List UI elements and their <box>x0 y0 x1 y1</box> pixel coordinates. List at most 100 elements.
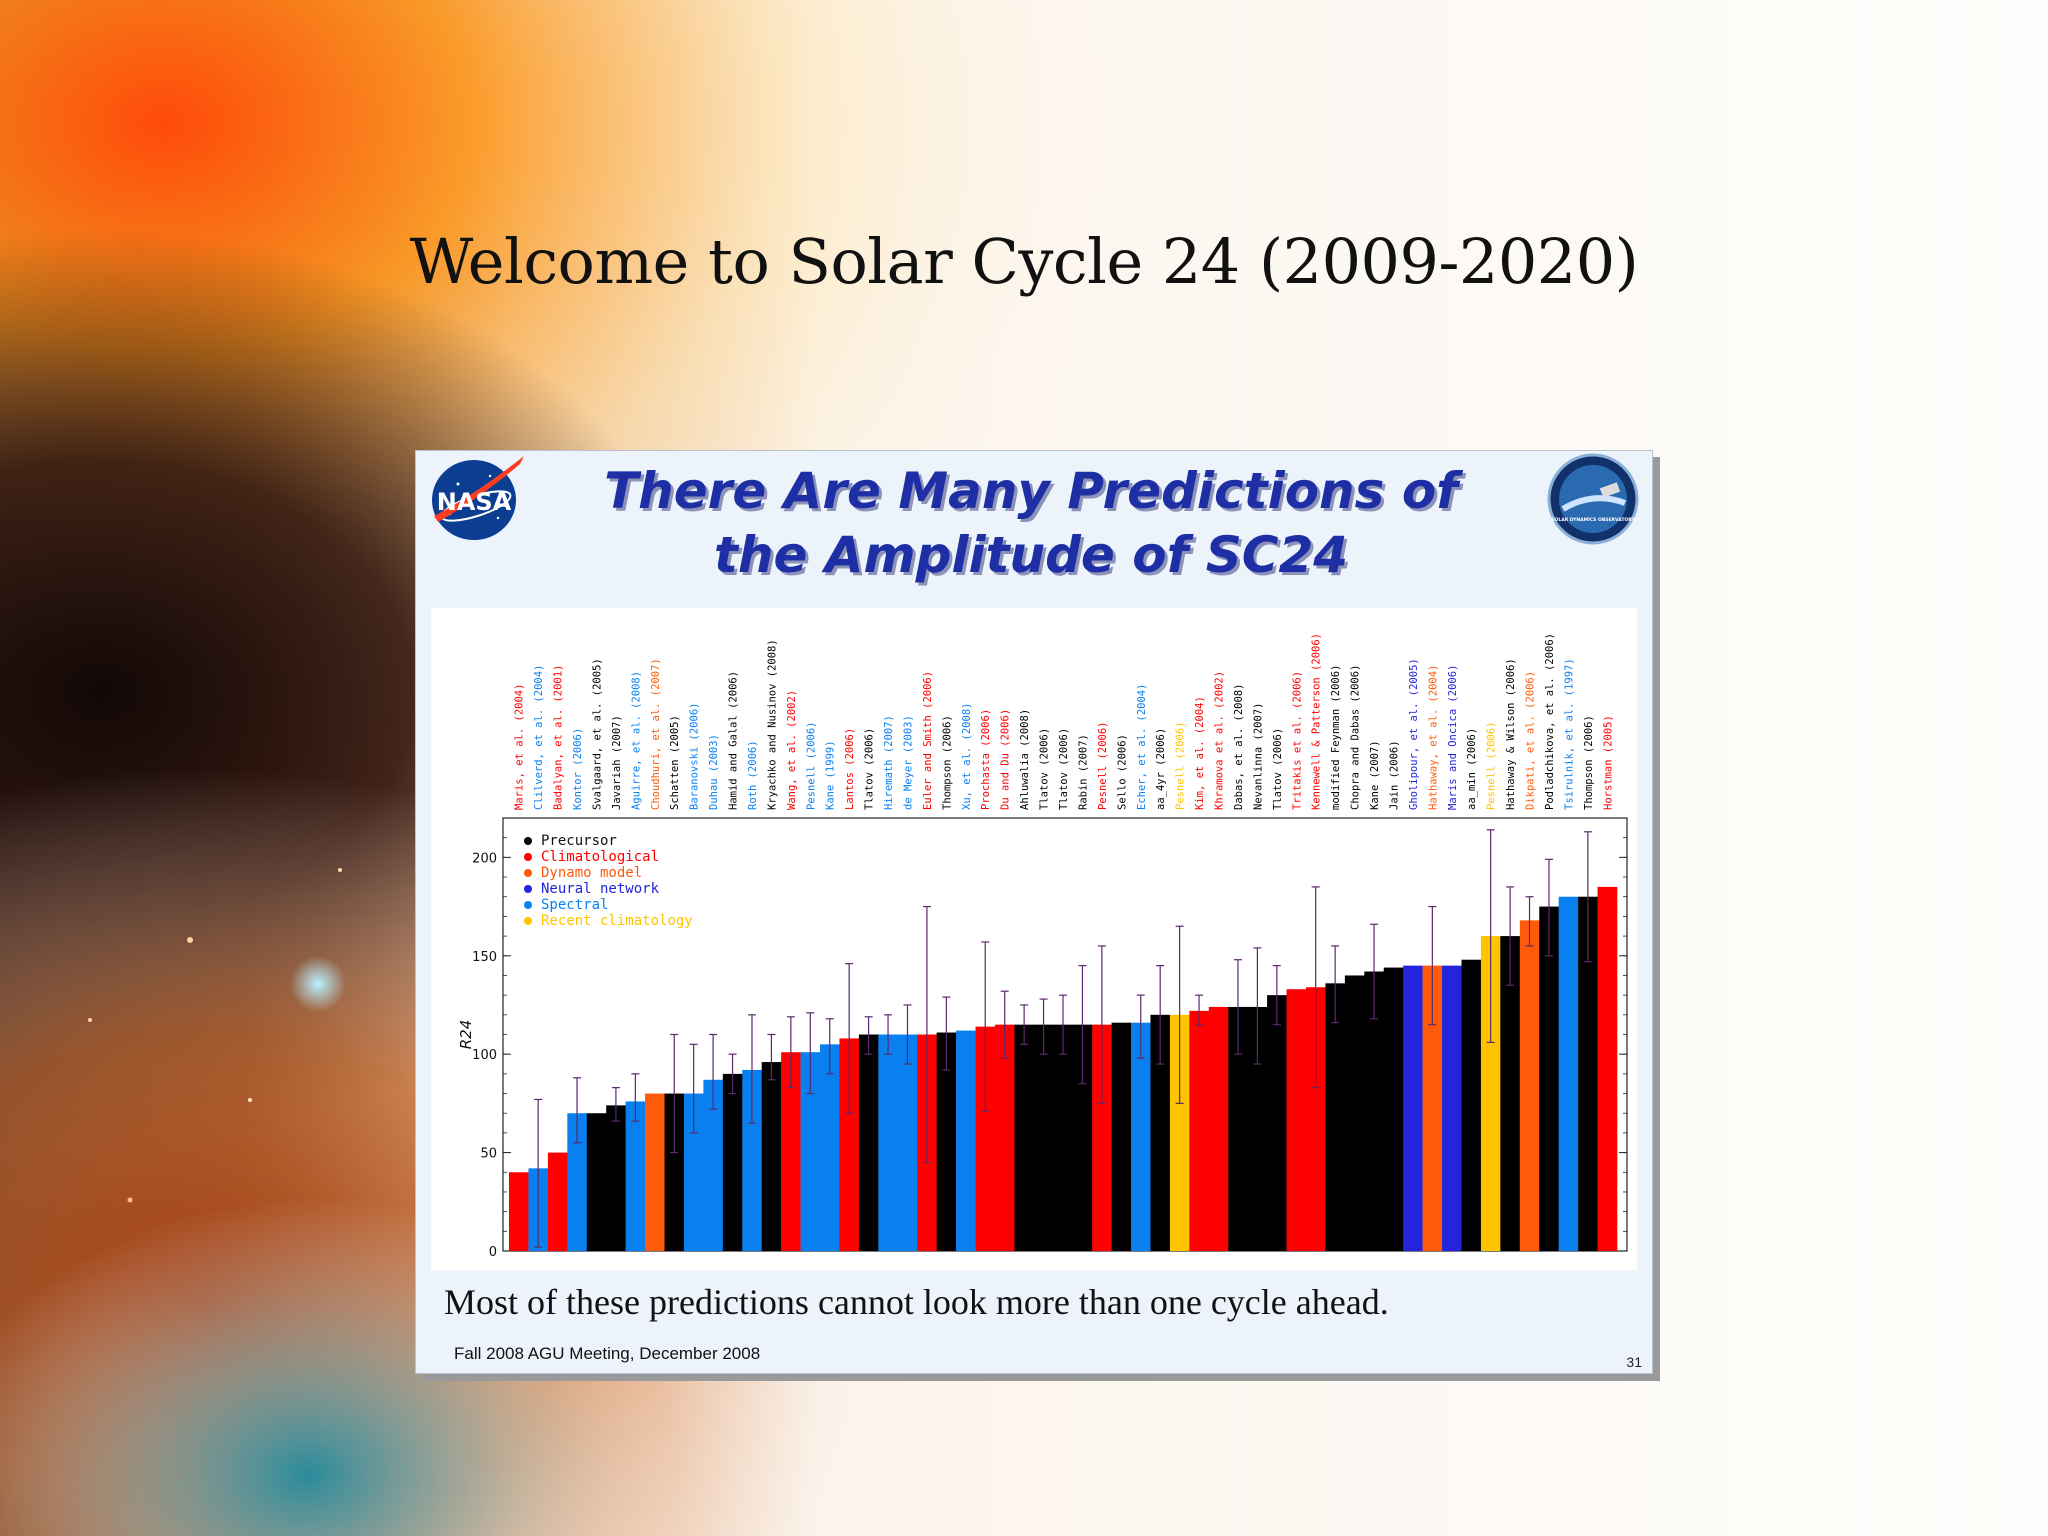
bar-label: Jain (2006) <box>1388 740 1400 810</box>
bar <box>1442 965 1462 1251</box>
bar-label: Pesnell (2006) <box>805 721 817 810</box>
bar-label: Xu, et al. (2008) <box>961 703 973 810</box>
bar-label: Echer, et al. (2004) <box>1136 684 1148 810</box>
bar <box>1286 989 1307 1251</box>
bar <box>625 1101 646 1251</box>
bar <box>722 1073 743 1251</box>
bar <box>1053 1024 1074 1251</box>
page-number: 31 <box>1626 1354 1642 1370</box>
sdo-logo-icon: SOLAR DYNAMICS OBSERVATORY <box>1547 453 1639 545</box>
bar-label: Svalgaard, et al. (2005) <box>591 658 603 810</box>
bar <box>1033 1024 1054 1251</box>
legend-marker <box>524 917 532 925</box>
bar-label: Khramova et al. (2002) <box>1214 671 1226 810</box>
bar-label: Thompson (2006) <box>941 715 953 810</box>
bar <box>567 1113 588 1251</box>
bar <box>1403 965 1423 1251</box>
bar-label: Tlatov (2006) <box>864 728 876 810</box>
y-tick-label: 200 <box>472 851 497 866</box>
sdo-logo-text: SOLAR DYNAMICS OBSERVATORY <box>1551 517 1635 523</box>
inner-title-line-2: the Amplitude of SC24 <box>713 526 1349 584</box>
bar <box>606 1105 626 1251</box>
bar-label: Choudhuri, et al. (2007) <box>650 658 662 810</box>
bar-label: Pesnell (2006) <box>1486 721 1498 810</box>
legend-marker <box>524 869 532 877</box>
bar <box>761 1062 782 1251</box>
bar-label: Horstman (2005) <box>1602 715 1614 810</box>
bar <box>1500 936 1521 1251</box>
bar <box>1092 1024 1112 1251</box>
bar-label: Maris and Oncica (2006) <box>1447 665 1459 810</box>
bar-label: Kryachko and Nusinov (2008) <box>766 639 778 810</box>
bar-label: Hathaway & Wilson (2006) <box>1505 658 1517 810</box>
bar-label: Du and Du (2006) <box>1000 709 1012 810</box>
bar-label: Ahluwalia (2008) <box>1019 709 1031 810</box>
bar <box>1461 959 1482 1251</box>
bar-label: de Meyer (2003) <box>902 715 914 810</box>
bar <box>547 1152 568 1251</box>
bar <box>1344 975 1365 1251</box>
bar <box>1150 1014 1171 1251</box>
bar-label: aa_4yr (2006) <box>1155 728 1167 810</box>
bar-label: Gholipour, et al. (2005) <box>1408 658 1420 810</box>
chart-panel: 0 50 100 150 200 R24 Maris, et al. (2004) Clilv… <box>431 608 1637 1270</box>
bar <box>1539 906 1559 1251</box>
bar <box>820 1044 840 1251</box>
bar <box>1305 987 1326 1251</box>
bar-label: Maris, et al. (2004) <box>514 684 526 810</box>
y-tick-label: 0 <box>489 1245 497 1260</box>
legend-label: Recent climatology <box>541 913 693 929</box>
embedded-slide: NASA SOLAR DYNAMICS OBSERVATORY There Ar… <box>415 450 1653 1374</box>
bar <box>1247 1006 1268 1251</box>
bar-label: Euler and Smith (2006) <box>922 671 934 810</box>
bar-label: Rabin (2007) <box>1077 734 1089 810</box>
inner-title-line-1: There Are Many Predictions of <box>604 462 1458 520</box>
nasa-logo-icon: NASA <box>432 456 524 540</box>
bar-label: Kim, et al. (2004) <box>1194 696 1206 810</box>
y-tick-label: 100 <box>472 1048 497 1063</box>
bar-label: Pesnell (2006) <box>1097 721 1109 810</box>
bar-label: Hathaway, et al. (2004) <box>1427 665 1439 810</box>
legend-label: Climatological <box>541 849 659 865</box>
bar-label: Nevanlinna (2007) <box>1252 703 1264 810</box>
bar <box>936 1032 957 1251</box>
bar <box>664 1093 685 1251</box>
bar <box>1383 967 1404 1251</box>
bar-label: Wang, et al. (2002) <box>786 690 798 810</box>
y-tick-label: 50 <box>480 1147 497 1162</box>
slide-title: Welcome to Solar Cycle 24 (2009-2020) <box>409 225 1639 298</box>
legend-label: Dynamo model <box>541 865 642 881</box>
bar-label: Badalyan, et al. (2001) <box>553 665 565 810</box>
inner-slide-title: There Are Many Predictions of the Amplit… <box>516 459 1546 587</box>
slide-caption: Most of these predictions cannot look mo… <box>444 1282 1389 1322</box>
bar <box>1578 896 1598 1251</box>
y-axis-label: R24 <box>457 1020 475 1050</box>
bar <box>1597 886 1618 1251</box>
bar-label: Prochasta (2006) <box>980 709 992 810</box>
legend-label: Spectral <box>541 897 608 913</box>
bar-label: modified Feynman (2006) <box>1330 665 1342 810</box>
bar <box>781 1052 801 1251</box>
bar-label: Clilverd, et al. (2004) <box>533 665 545 810</box>
legend-marker <box>524 901 532 909</box>
bar <box>1189 1010 1210 1251</box>
bar-label: Tlatov (2006) <box>1039 728 1051 810</box>
bar-label: Roth (2006) <box>747 740 759 810</box>
nasa-logo-text: NASA <box>437 488 512 516</box>
bar-label: Tsirulnik, et al. (1997) <box>1563 658 1575 810</box>
bar-label: aa_min (2006) <box>1466 728 1478 810</box>
bar-label: Chopra and Dabas (2006) <box>1350 665 1362 810</box>
bar-label: Tritakis et al. (2006) <box>1291 671 1303 810</box>
bar-label: Dikpati, et al. (2006) <box>1525 671 1537 810</box>
slide-footer: Fall 2008 AGU Meeting, December 2008 <box>454 1344 761 1363</box>
bar-label: Duhau (2003) <box>708 734 720 810</box>
bar <box>645 1093 665 1251</box>
legend-marker <box>524 885 532 893</box>
bar <box>509 1172 529 1251</box>
bar <box>878 1034 899 1251</box>
legend-marker <box>524 837 532 845</box>
bar <box>1169 1014 1190 1251</box>
y-tick-label: 150 <box>472 950 497 965</box>
bar-label: Lantos (2006) <box>844 728 856 810</box>
bar-label: Aguirre, et al. (2008) <box>630 671 642 810</box>
